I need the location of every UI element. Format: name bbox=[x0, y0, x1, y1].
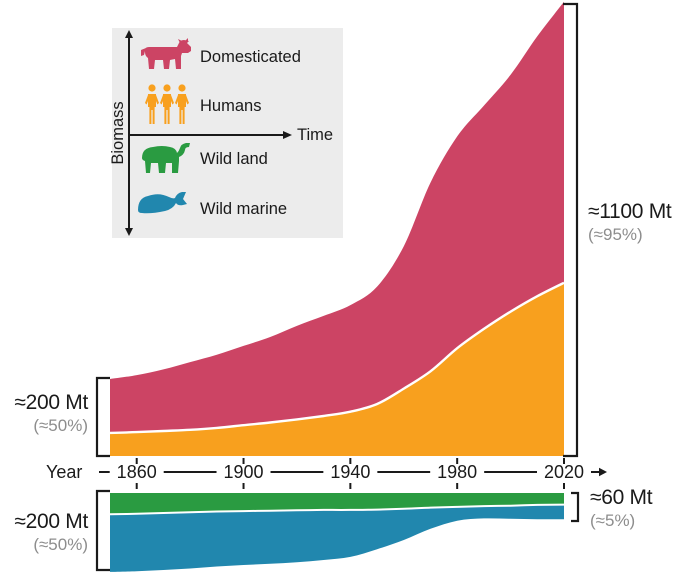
axis-tick-label: 1860 bbox=[116, 462, 157, 482]
legend-item-wild-marine: Wild marine bbox=[200, 200, 288, 218]
annotation-value: ≈60 Mt bbox=[590, 486, 653, 509]
legend-axis-lines bbox=[128, 37, 283, 229]
year-axis-arrow-icon bbox=[599, 467, 607, 477]
time-axis-arrow-icon bbox=[283, 131, 292, 139]
domesticated-area bbox=[110, 1, 564, 456]
bracket-mid-left bbox=[95, 376, 110, 458]
elephant-icon bbox=[142, 143, 190, 173]
legend-item-humans: Humans bbox=[200, 97, 262, 115]
legend-box: Biomass Time Domesticated Humans bbox=[109, 28, 343, 238]
axis-tick-label: 1980 bbox=[437, 462, 478, 482]
annotation-top-right: ≈1100 Mt (≈95%) bbox=[588, 200, 672, 245]
axis-tick-label: 1900 bbox=[223, 462, 264, 482]
axis-year-label: Year bbox=[46, 462, 83, 482]
bracket-bottom-right bbox=[571, 491, 580, 523]
wild-marine-area bbox=[110, 493, 564, 572]
whale-icon bbox=[138, 192, 187, 214]
axis-tick-label: 2020 bbox=[543, 462, 585, 482]
annotation-bottom-left: ≈200 Mt (≈50%) bbox=[14, 510, 88, 555]
biomass-axis-up-arrow-icon bbox=[125, 30, 133, 38]
humans-domesticated-separator bbox=[109, 281, 565, 435]
legend-x-axis-label: Time bbox=[297, 126, 334, 144]
biomass-axis-down-arrow-icon bbox=[125, 228, 133, 236]
wild-land-area bbox=[110, 493, 564, 515]
annotation-percent: (≈50%) bbox=[33, 416, 88, 436]
annotation-bottom-right: ≈60 Mt (≈5%) bbox=[590, 486, 653, 531]
annotation-value: ≈200 Mt bbox=[14, 510, 88, 533]
axis-tick-label: 1940 bbox=[330, 462, 371, 482]
annotation-percent: (≈5%) bbox=[590, 511, 636, 531]
legend-item-domesticated: Domesticated bbox=[200, 48, 301, 66]
annotation-percent: (≈95%) bbox=[588, 225, 643, 245]
humans-area bbox=[110, 282, 564, 456]
bracket-top-right bbox=[563, 2, 579, 458]
legend-axes bbox=[125, 30, 292, 236]
legend-y-axis-label: Biomass bbox=[109, 101, 127, 165]
land-marine-separator bbox=[109, 503, 565, 516]
annotation-value: ≈200 Mt bbox=[14, 391, 88, 414]
legend-item-wild-land: Wild land bbox=[200, 150, 268, 168]
annotation-percent: (≈50%) bbox=[33, 535, 88, 555]
annotation-value: ≈1100 Mt bbox=[588, 200, 672, 223]
annotation-mid-left: ≈200 Mt (≈50%) bbox=[14, 391, 88, 436]
humans-icon bbox=[145, 84, 189, 124]
cow-icon bbox=[141, 38, 191, 69]
bracket-bottom-left bbox=[95, 489, 110, 572]
